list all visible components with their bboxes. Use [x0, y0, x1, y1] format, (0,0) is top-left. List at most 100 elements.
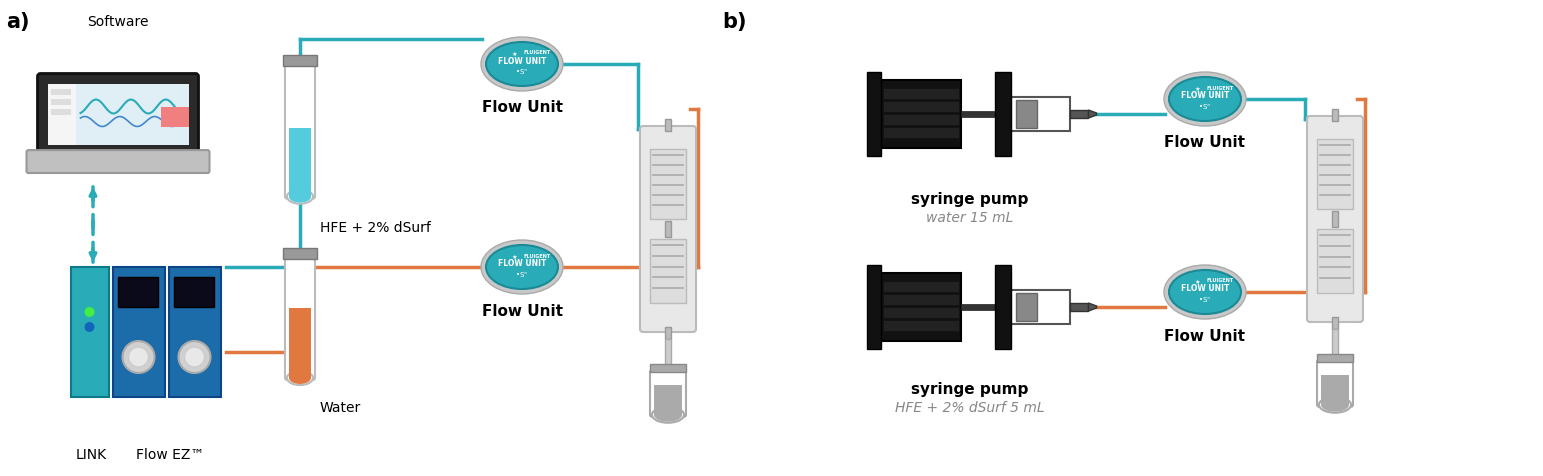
- Text: LINK: LINK: [76, 447, 106, 461]
- Bar: [1318, 140, 1353, 209]
- Ellipse shape: [654, 408, 682, 422]
- Ellipse shape: [653, 407, 684, 423]
- Text: Flow EZ™: Flow EZ™: [136, 447, 204, 461]
- Bar: [884, 115, 960, 126]
- Bar: [665, 120, 671, 132]
- Bar: [1011, 98, 1071, 132]
- Bar: [884, 281, 960, 292]
- Bar: [665, 339, 671, 369]
- Bar: [1011, 290, 1071, 324]
- Bar: [71, 268, 108, 397]
- Text: water 15 mL: water 15 mL: [926, 210, 1014, 225]
- Text: FLOW UNIT: FLOW UNIT: [1180, 91, 1230, 100]
- FancyBboxPatch shape: [26, 151, 210, 174]
- Circle shape: [122, 341, 154, 373]
- Bar: [1318, 354, 1353, 362]
- FancyBboxPatch shape: [1318, 360, 1353, 407]
- Text: Flow Unit: Flow Unit: [1165, 135, 1245, 150]
- Bar: [1318, 229, 1353, 293]
- Bar: [884, 320, 960, 331]
- Ellipse shape: [287, 371, 313, 385]
- Bar: [881, 273, 961, 341]
- Text: FLUIGENT: FLUIGENT: [1207, 85, 1234, 90]
- Bar: [282, 56, 316, 67]
- Text: a): a): [6, 12, 29, 32]
- Ellipse shape: [1170, 270, 1241, 314]
- Bar: [1332, 211, 1338, 228]
- Bar: [113, 268, 165, 397]
- Bar: [1071, 111, 1088, 119]
- Bar: [665, 221, 671, 238]
- Bar: [650, 239, 687, 303]
- Text: Water: Water: [319, 400, 361, 414]
- Circle shape: [85, 322, 94, 332]
- Bar: [881, 81, 961, 149]
- Text: FLUIGENT: FLUIGENT: [1207, 278, 1234, 283]
- Ellipse shape: [481, 240, 563, 294]
- Bar: [48, 84, 188, 146]
- Bar: [48, 84, 76, 146]
- FancyBboxPatch shape: [285, 63, 315, 199]
- FancyBboxPatch shape: [650, 370, 687, 417]
- Text: syringe pump: syringe pump: [912, 192, 1029, 207]
- Text: b): b): [722, 12, 747, 32]
- Bar: [884, 128, 960, 139]
- Bar: [51, 109, 71, 115]
- Ellipse shape: [486, 43, 559, 87]
- Bar: [1332, 110, 1338, 122]
- Text: syringe pump: syringe pump: [912, 382, 1029, 397]
- Bar: [289, 129, 312, 197]
- FancyBboxPatch shape: [37, 74, 199, 156]
- Text: ★: ★: [1194, 279, 1200, 284]
- Text: HFE + 2% dSurf 5 mL: HFE + 2% dSurf 5 mL: [895, 400, 1045, 414]
- Text: ★: ★: [1194, 86, 1200, 91]
- Ellipse shape: [481, 38, 563, 92]
- Bar: [289, 308, 312, 378]
- Bar: [995, 266, 1011, 349]
- Bar: [117, 278, 157, 307]
- Bar: [884, 294, 960, 306]
- Bar: [650, 149, 687, 219]
- Text: FLUIGENT: FLUIGENT: [525, 50, 551, 55]
- Text: •Sⁿ: •Sⁿ: [1199, 297, 1211, 302]
- Polygon shape: [1088, 111, 1097, 119]
- Text: FLOW UNIT: FLOW UNIT: [1180, 284, 1230, 293]
- Bar: [282, 248, 316, 259]
- Bar: [961, 112, 995, 118]
- Text: FLUIGENT: FLUIGENT: [525, 253, 551, 258]
- Text: ★: ★: [511, 254, 517, 259]
- Text: •Sⁿ: •Sⁿ: [1199, 104, 1211, 110]
- Text: HFE + 2% dSurf: HFE + 2% dSurf: [319, 220, 430, 235]
- Bar: [884, 307, 960, 318]
- Ellipse shape: [1170, 78, 1241, 122]
- Bar: [1321, 375, 1349, 405]
- Circle shape: [85, 307, 94, 317]
- Bar: [51, 89, 71, 95]
- FancyBboxPatch shape: [640, 127, 696, 332]
- Bar: [867, 266, 881, 349]
- Text: ★: ★: [511, 51, 517, 56]
- Text: FLOW UNIT: FLOW UNIT: [498, 259, 546, 268]
- FancyBboxPatch shape: [285, 256, 315, 380]
- Bar: [160, 107, 188, 127]
- Bar: [650, 364, 687, 372]
- Text: Flow Unit: Flow Unit: [481, 304, 563, 319]
- Bar: [961, 304, 995, 310]
- Bar: [1017, 293, 1037, 321]
- Text: FLOW UNIT: FLOW UNIT: [498, 56, 546, 65]
- Bar: [173, 278, 213, 307]
- Bar: [995, 73, 1011, 157]
- Bar: [1332, 317, 1338, 329]
- Text: •Sⁿ: •Sⁿ: [517, 271, 528, 278]
- Ellipse shape: [486, 246, 559, 289]
- Text: •Sⁿ: •Sⁿ: [517, 69, 528, 75]
- Ellipse shape: [1319, 397, 1352, 413]
- Text: Software: Software: [88, 15, 148, 29]
- Bar: [867, 73, 881, 157]
- Bar: [884, 102, 960, 113]
- Ellipse shape: [1163, 266, 1247, 319]
- Bar: [168, 268, 221, 397]
- Ellipse shape: [1163, 73, 1247, 127]
- Text: Flow Unit: Flow Unit: [1165, 329, 1245, 344]
- Circle shape: [128, 347, 148, 367]
